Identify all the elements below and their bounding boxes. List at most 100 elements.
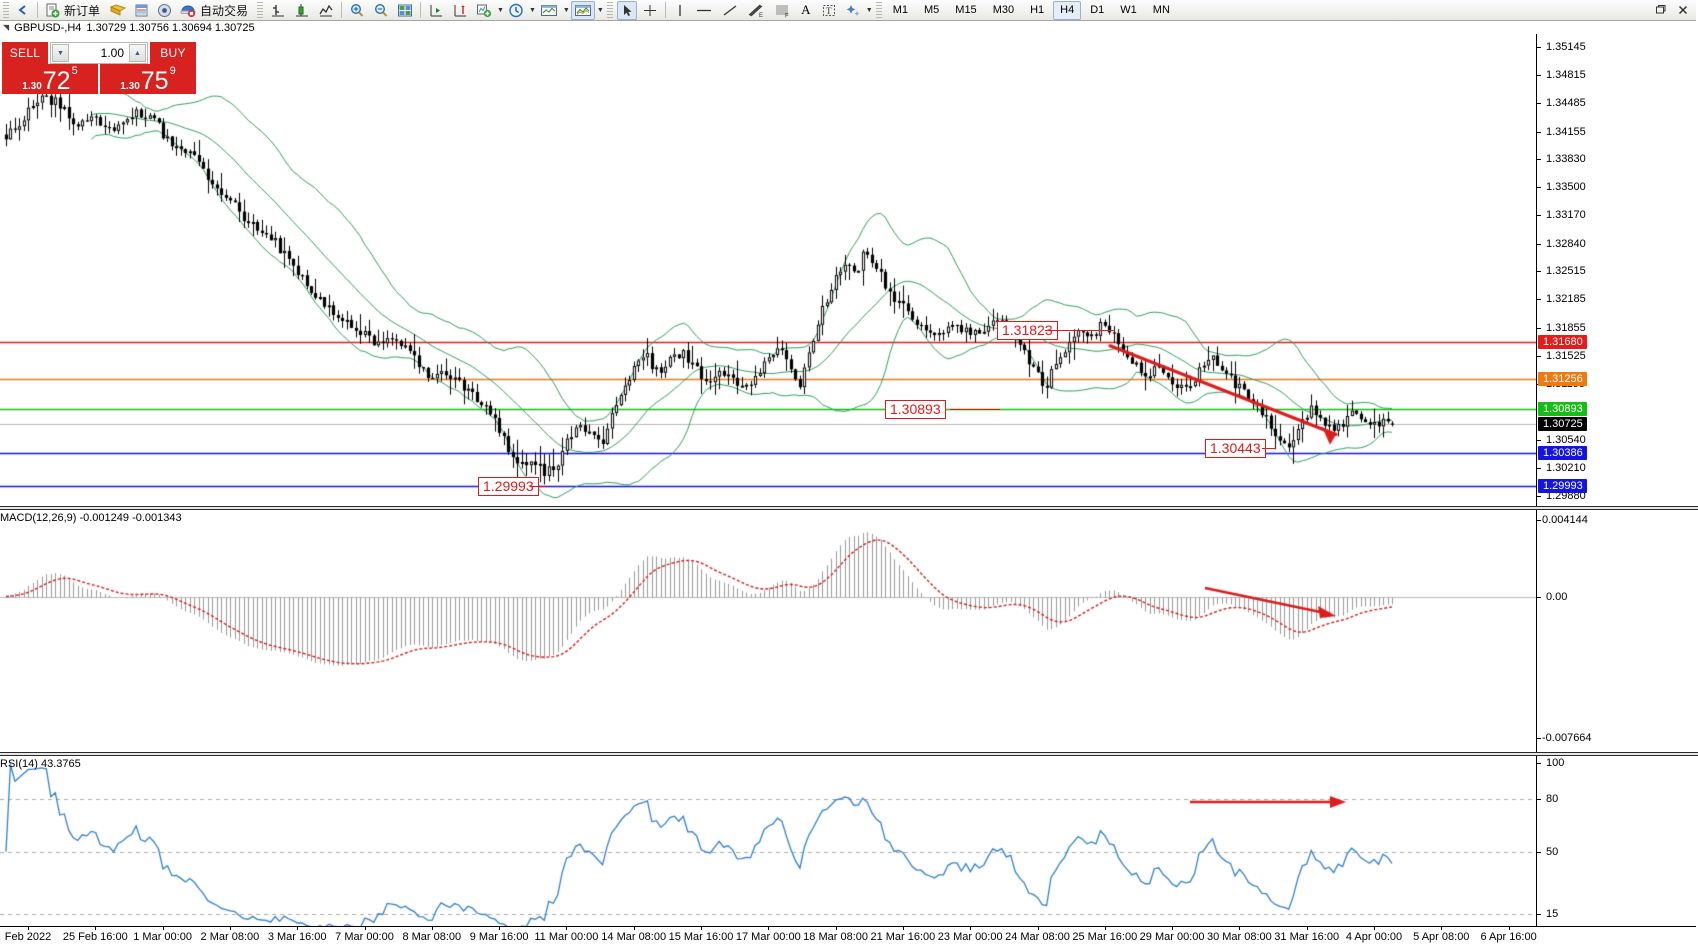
time-label: 7 Mar 00:00 [335, 931, 394, 943]
rsi-plot-area[interactable] [0, 756, 1536, 926]
vertical-line-icon[interactable] [670, 1, 690, 20]
shapes-dropdown-caret[interactable]: ▼ [865, 6, 873, 14]
toolbar-grip-4[interactable] [875, 1, 882, 19]
toolbar-grip-2[interactable] [257, 1, 264, 19]
time-tick [701, 927, 702, 930]
market-watch-icon[interactable] [131, 1, 152, 20]
indicators-dropdown-caret[interactable]: ▼ [497, 6, 504, 14]
volume-increase-button[interactable]: ▲ [129, 44, 146, 62]
sell-button[interactable]: SELL [2, 42, 48, 64]
timeframe-w1[interactable]: W1 [1120, 4, 1137, 16]
time-label: 25 Feb 16:00 [62, 931, 128, 943]
annotation-130893[interactable]: 1.30893 [885, 400, 946, 420]
timeframe-h4[interactable]: H4 [1053, 0, 1082, 20]
mid-level-badge[interactable]: 1.31256 [1538, 371, 1587, 386]
bar-chart-icon[interactable] [267, 1, 289, 20]
templates2-dropdown-caret[interactable]: ▼ [596, 6, 604, 14]
time-tick [633, 927, 635, 930]
support-level-badge[interactable]: 1.30893 [1538, 402, 1587, 417]
annotation-130443[interactable]: 1.30443 [1205, 438, 1266, 458]
annotation-131823[interactable]: 1.31823 [997, 321, 1058, 341]
zoom-out-icon[interactable] [370, 1, 392, 20]
price-plot-area[interactable] [0, 34, 1536, 506]
time-tick [1306, 927, 1308, 930]
volume-stepper[interactable]: ▼ 1.00 ▲ [50, 42, 148, 64]
timeframe-m5[interactable]: M5 [924, 4, 940, 16]
indicators-icon[interactable] [473, 1, 495, 20]
sell-price-display[interactable]: 1.30 72 5 [2, 64, 98, 94]
navigator-icon[interactable] [154, 1, 175, 20]
crosshair-icon[interactable] [639, 1, 661, 20]
templates-dropdown-caret[interactable]: ▼ [562, 6, 570, 14]
macd-pane[interactable]: MACD(12,26,9) -0.001249 -0.001343 0.0041… [0, 510, 1698, 752]
clock-icon[interactable] [505, 1, 527, 20]
timeframe-m15[interactable]: M15 [955, 4, 977, 16]
horizontal-line-icon[interactable] [692, 1, 716, 20]
back-arrow-icon[interactable] [13, 1, 33, 20]
price-scale[interactable]: 1.35145 1.34815 1.34485 1.34155 1.33830 1.335… [1536, 34, 1698, 506]
time-tick [566, 927, 568, 930]
periods-dropdown-caret[interactable]: ▼ [528, 6, 536, 14]
toolbar-grip[interactable] [3, 1, 9, 19]
annotation-leader-line [1045, 330, 1115, 331]
time-tick [297, 927, 299, 930]
resistance-level-badge[interactable]: 1.31680 [1538, 335, 1587, 350]
volume-value[interactable]: 1.00 [100, 46, 124, 60]
text-A-icon[interactable]: A [801, 2, 811, 17]
lower-level-badge[interactable]: 1.30386 [1538, 445, 1587, 460]
price-tick: 1.30210 [1537, 462, 1586, 474]
channel-icon[interactable]: E [744, 1, 768, 20]
toolbar-grip-3[interactable] [606, 1, 613, 19]
time-label: 18 Mar 08:00 [803, 931, 869, 943]
macd-plot-area[interactable] [0, 510, 1536, 752]
annotation-129993[interactable]: 1.29993 [478, 477, 539, 497]
new-order-button[interactable]: 新订单 [42, 1, 105, 20]
auto-scroll-icon[interactable] [425, 1, 447, 20]
toolbar-separator-3 [420, 2, 422, 18]
buy-price-display[interactable]: 1.30 75 9 [98, 64, 196, 94]
rsi-title: RSI(14) 43.3765 [0, 758, 81, 770]
trendline-icon[interactable] [718, 1, 742, 20]
fibonacci-icon[interactable]: F [770, 1, 794, 20]
candlestick-icon[interactable] [291, 1, 313, 20]
lowest-level-badge[interactable]: 1.29993 [1538, 479, 1587, 494]
time-label: 6 Apr 16:00 [1480, 931, 1537, 943]
folder-icon[interactable] [107, 1, 129, 20]
pane-divider-1[interactable] [0, 506, 1698, 510]
collapse-arrow-icon[interactable]: ◥ [3, 23, 10, 32]
price-chart-pane[interactable]: 1.35145 1.34815 1.34485 1.34155 1.33830 1.335… [0, 34, 1698, 506]
line-chart-icon[interactable] [315, 1, 337, 20]
one-click-trading-panel[interactable]: SELL ▼ 1.00 ▲ BUY 1.30 72 5 1.30 75 9 [2, 42, 196, 94]
templates-active-icon[interactable] [570, 0, 595, 20]
timeframe-m1[interactable]: M1 [892, 4, 908, 16]
timeframe-h1[interactable]: H1 [1030, 4, 1045, 16]
window-close-icon[interactable] [1673, 1, 1693, 20]
templates-icon[interactable] [537, 1, 561, 20]
time-label: 21 Mar 16:00 [870, 931, 936, 943]
tile-windows-icon[interactable] [394, 1, 416, 20]
autotrading-button[interactable]: 自动交易 [177, 1, 253, 20]
sell-price-big: 72 [42, 67, 71, 94]
last-price-badge[interactable]: 1.30725 [1538, 416, 1587, 431]
timeframe-mn[interactable]: MN [1152, 4, 1170, 16]
buy-button[interactable]: BUY [150, 42, 196, 64]
pane-divider-2[interactable] [0, 752, 1698, 756]
text-label-icon[interactable]: T [818, 1, 840, 20]
shapes-icon[interactable] [842, 1, 864, 20]
time-label: 31 Mar 16:00 [1274, 931, 1340, 943]
chart-shift-icon[interactable] [449, 1, 471, 20]
timeframe-d1[interactable]: D1 [1090, 4, 1105, 16]
time-tick [431, 927, 433, 930]
time-label: 24 Mar 08:00 [1005, 931, 1070, 943]
time-label: 1 Mar 00:00 [133, 931, 192, 943]
timeframe-m30[interactable]: M30 [992, 4, 1015, 16]
volume-decrease-button[interactable]: ▼ [52, 44, 69, 62]
price-candles-canvas [0, 34, 1536, 506]
rsi-pane[interactable]: RSI(14) 43.3765 100 80 50 15 [0, 756, 1698, 926]
window-restore-icon[interactable] [1651, 1, 1671, 20]
time-label: 8 Mar 08:00 [402, 931, 462, 943]
arrow-cursor-icon[interactable] [616, 0, 637, 20]
time-label: 29 Mar 00:00 [1139, 931, 1205, 943]
zoom-in-icon[interactable] [346, 1, 368, 20]
price-tick: 1.31525 [1537, 350, 1586, 362]
